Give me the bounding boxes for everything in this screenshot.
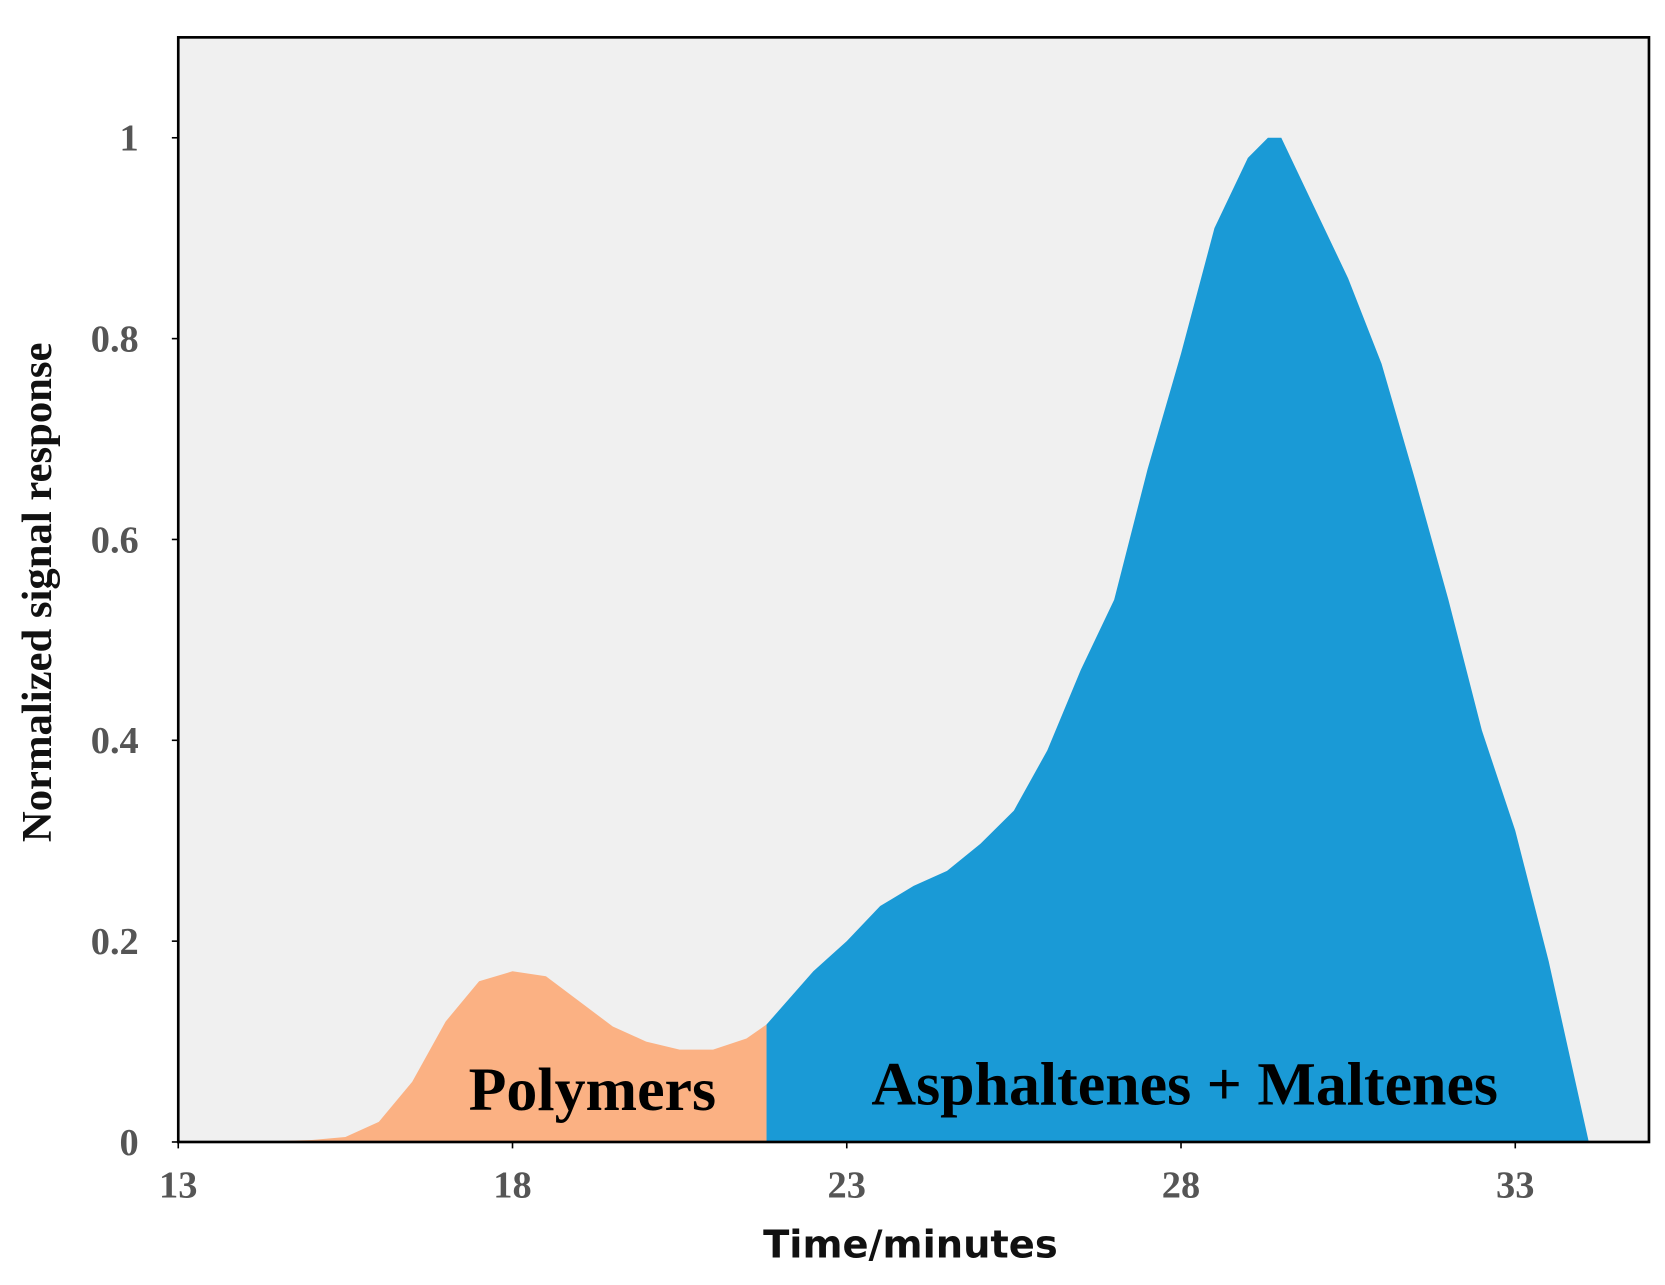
annotation: Asphaltenes + Maltenes [871,1051,1498,1119]
y-tick-label: 0.2 [91,921,139,963]
y-tick-label: 0.6 [91,519,139,561]
x-tick-label: 33 [1496,1164,1534,1206]
plot-frame [176,36,1651,1144]
y-tick-label: 0.4 [91,720,139,762]
x-tick-label: 18 [493,1164,531,1206]
plot-layer [178,137,1649,1142]
area [766,137,1649,1142]
y-tick-label: 1 [120,118,139,160]
annotation: Polymers [469,1056,716,1124]
x-tick-label: 28 [1162,1164,1200,1206]
x-tick-label: 23 [828,1164,866,1206]
y-axis-title: Normalized signal response [14,343,61,843]
y-tick-label: 0.8 [91,318,139,360]
area [178,971,767,1142]
x-axis-title: Time/minutes [763,1222,1058,1267]
y-tick-label: 0 [120,1122,139,1164]
x-tick-label: 13 [159,1164,197,1206]
